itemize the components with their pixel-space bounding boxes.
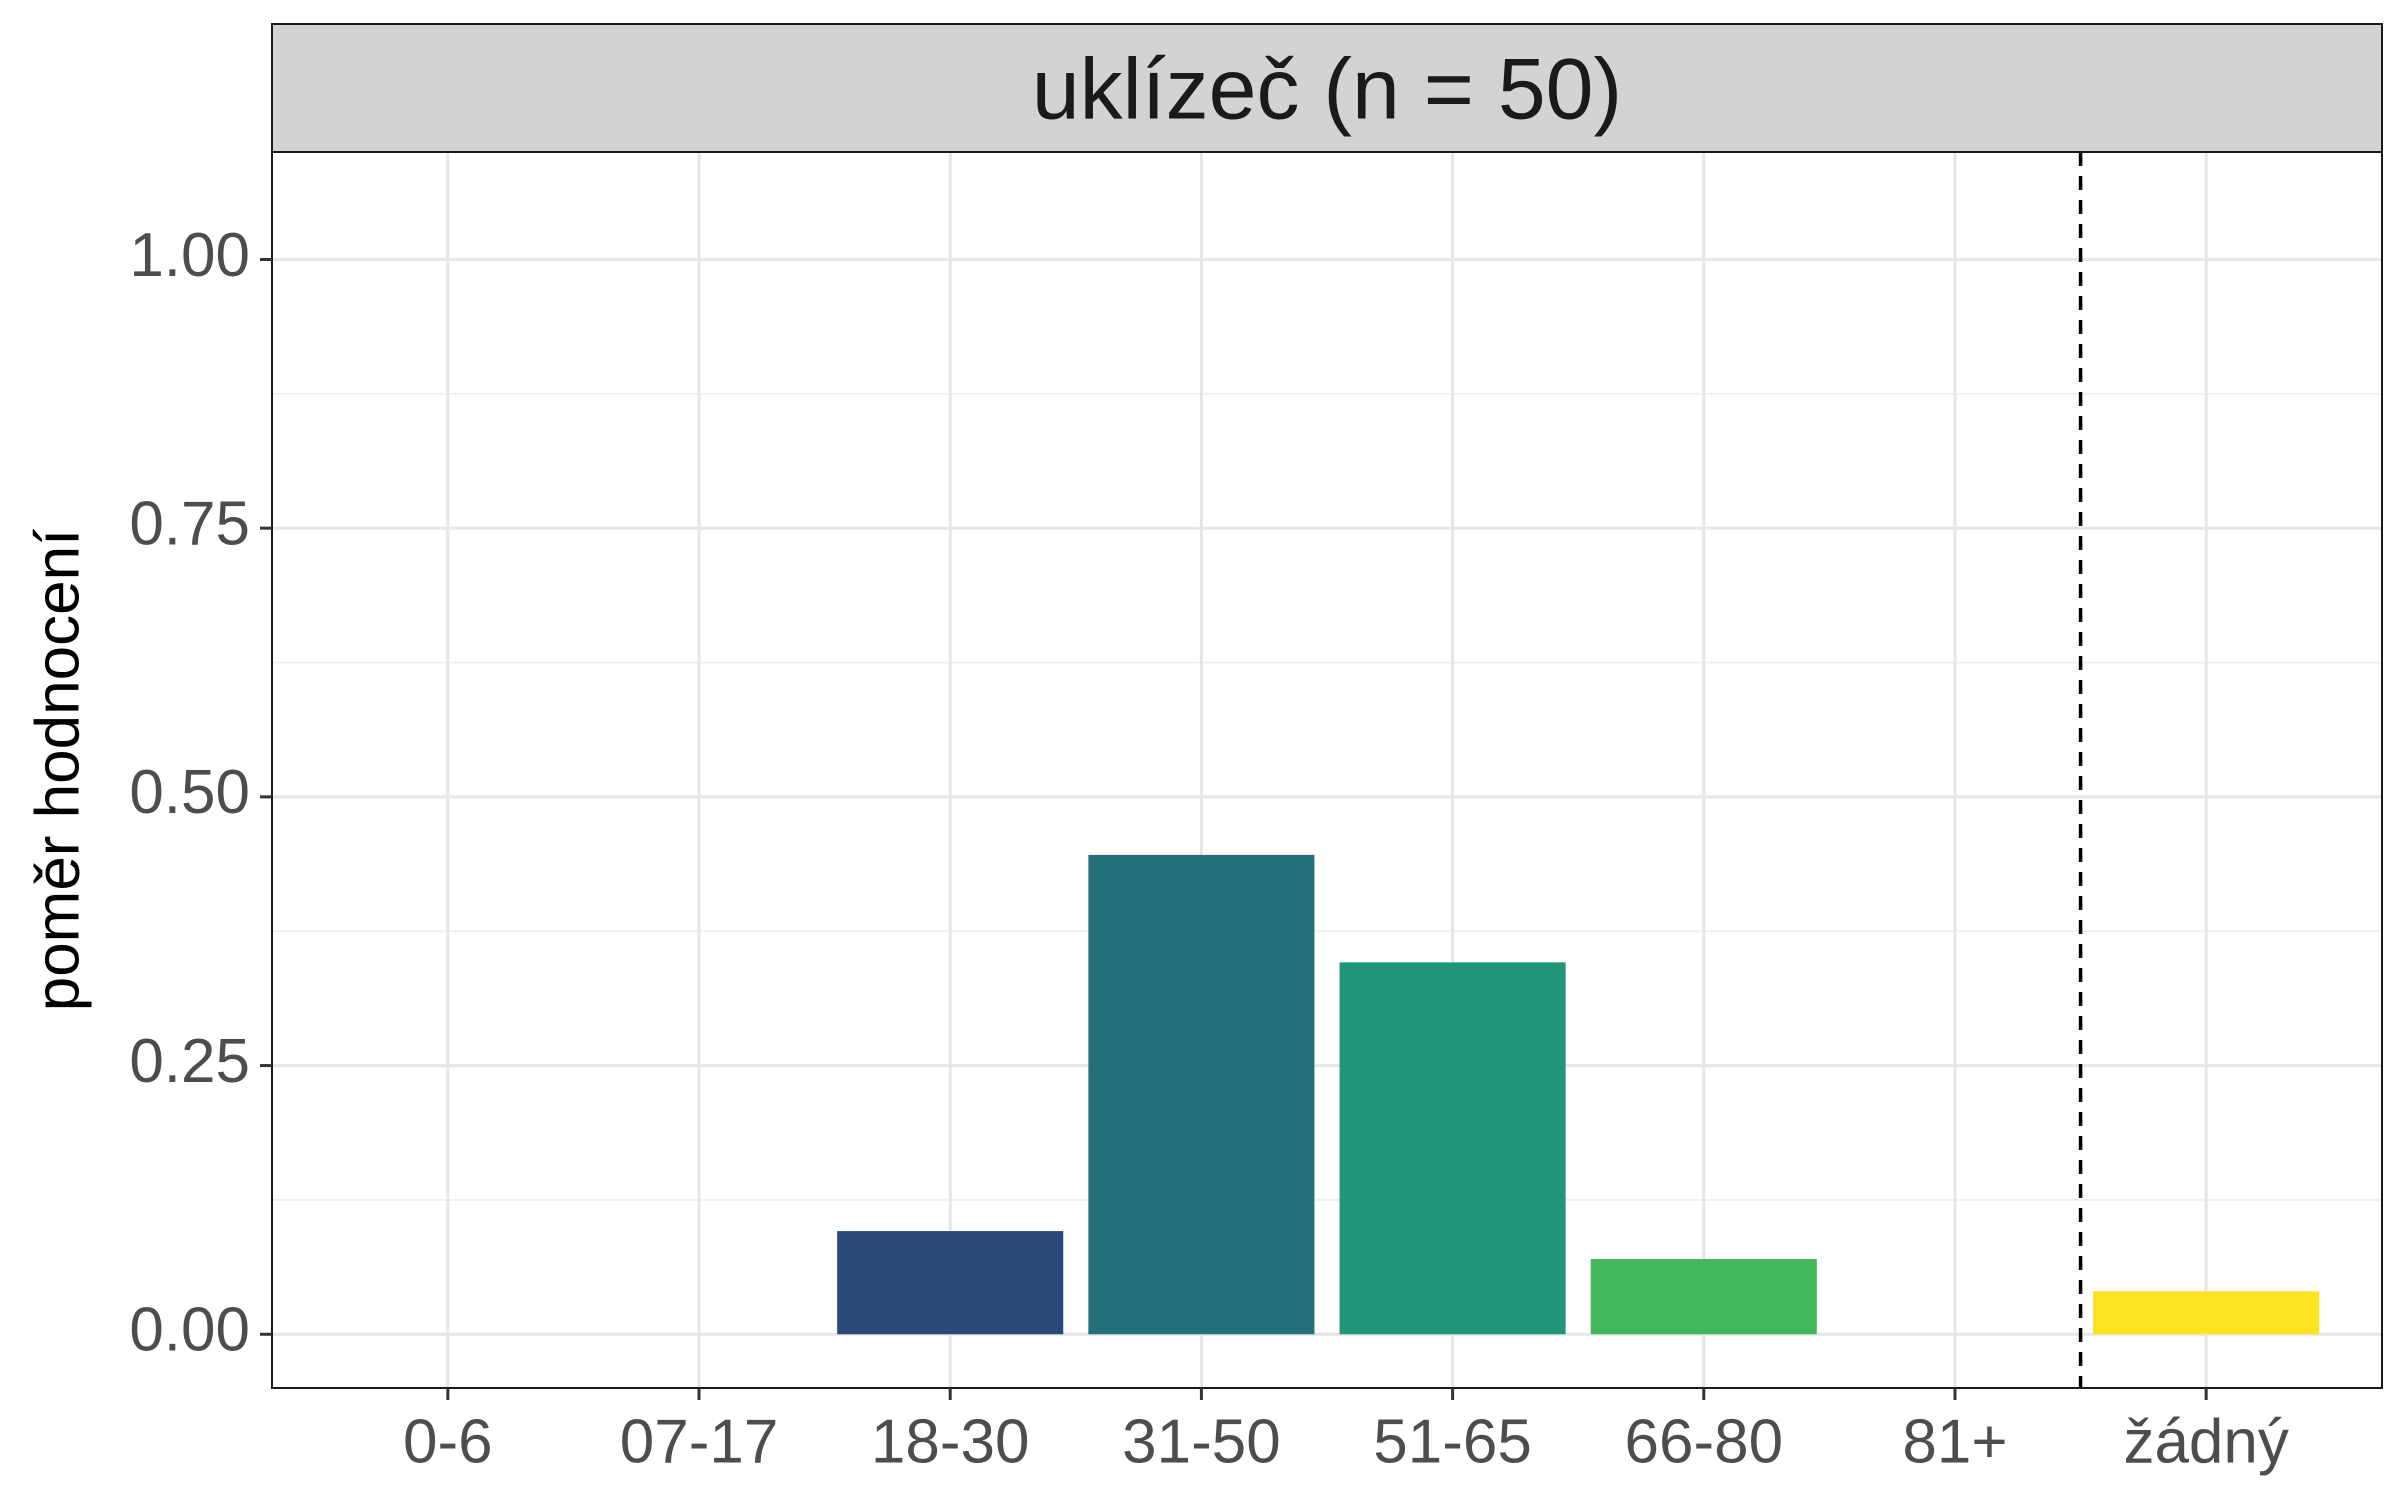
panel-border — [271, 151, 2383, 1389]
facet-title: uklízeč (n = 50) — [1032, 42, 1622, 138]
y-tick-label: 0.50 — [129, 758, 250, 827]
bar-31-50 — [1088, 854, 1315, 1335]
bars — [837, 854, 2320, 1335]
y-tick-label: 1.00 — [129, 221, 250, 290]
x-axis: 0-6 07-17 18-30 31-50 51-65 66-80 81+ žádný — [403, 1388, 2289, 1476]
x-tick-label: 31-50 — [1122, 1407, 1281, 1476]
y-tick-label: 0.00 — [129, 1296, 250, 1365]
grid-major — [272, 152, 2382, 1388]
bar-žádný — [2093, 1291, 2320, 1335]
x-tick-label: 0-6 — [403, 1407, 493, 1476]
x-tick-label: 07-17 — [620, 1407, 779, 1476]
y-tick-label: 0.75 — [129, 490, 250, 559]
bar-51-65 — [1339, 962, 1566, 1335]
y-axis: 0.00 0.25 0.50 0.75 1.00 — [129, 221, 272, 1365]
x-tick-label: 51-65 — [1373, 1407, 1532, 1476]
x-tick-label: žádný — [2123, 1407, 2288, 1476]
x-tick-label: 66-80 — [1624, 1407, 1783, 1476]
x-tick-label: 18-30 — [871, 1407, 1030, 1476]
facet-strip — [271, 23, 2383, 153]
bar-18-30 — [837, 1231, 1064, 1335]
y-tick-label: 0.25 — [129, 1027, 250, 1096]
grid-minor — [272, 392, 2382, 1201]
y-axis-title: poměr hodnocení — [23, 529, 92, 1012]
x-tick-label: 81+ — [1902, 1407, 2007, 1476]
plot-panel — [272, 152, 2382, 1388]
bar-66-80 — [1590, 1259, 1817, 1335]
